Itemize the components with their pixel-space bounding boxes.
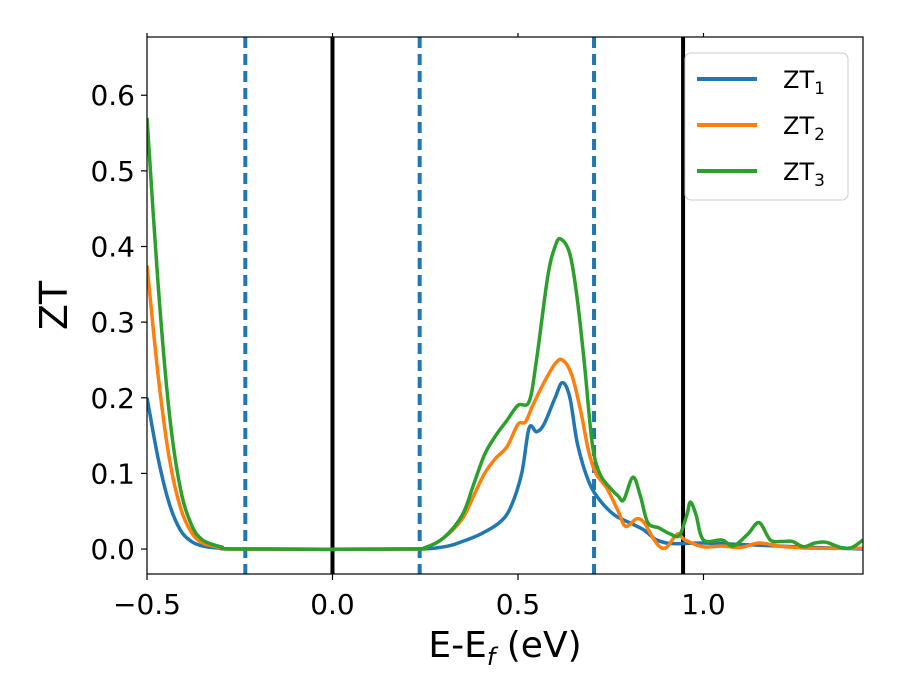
- y-tick-label: 0.1: [90, 457, 135, 490]
- x-tick-label: 0.5: [496, 588, 541, 621]
- axes-frame: [146, 36, 864, 575]
- legend-label-zt1-main: ZT: [783, 66, 814, 94]
- y-tick-label: 0.0: [90, 533, 135, 566]
- y-tick-label: 0.6: [90, 79, 135, 112]
- x-tick-label: 1.0: [681, 588, 726, 621]
- legend-label-zt3: ZT3: [783, 158, 825, 191]
- axis-ticks: −0.5 0.0 0.5 1.0 0.0 0.1 0.2 0.3 0.4 0.5 0.6: [90, 33, 726, 621]
- legend-label-zt2-sub: 2: [814, 125, 825, 145]
- y-axis-label: ZT: [32, 280, 76, 330]
- x-tick-label: 0.0: [310, 588, 355, 621]
- legend-entry-zt3: ZT3: [697, 158, 825, 191]
- legend-label-zt1-sub: 1: [814, 79, 825, 99]
- x-axis-label: E-Ef (eV): [428, 625, 581, 671]
- legend-label-zt1: ZT1: [783, 66, 825, 99]
- legend-label-zt2: ZT2: [783, 112, 825, 145]
- plot-content: [147, 37, 863, 574]
- legend: ZT1 ZT2 ZT3: [684, 52, 849, 201]
- x-axis-label-unit: (eV): [495, 625, 581, 666]
- legend-label-zt3-main: ZT: [783, 158, 814, 186]
- y-tick-label: 0.3: [90, 306, 135, 339]
- legend-label-zt3-sub: 3: [814, 171, 825, 191]
- plot-area: [147, 37, 863, 574]
- legend-box: [684, 52, 849, 201]
- y-tick-label: 0.4: [90, 231, 135, 264]
- y-tick-label: 0.2: [90, 382, 135, 415]
- y-tick-label: 0.5: [90, 155, 135, 188]
- series-line-zt3: [147, 117, 863, 552]
- x-axis-label-main: E-E: [428, 625, 486, 666]
- legend-entry-zt1: ZT1: [697, 66, 825, 99]
- legend-label-zt2-main: ZT: [783, 112, 814, 140]
- legend-entry-zt2: ZT2: [697, 112, 825, 145]
- x-tick-label: −0.5: [113, 588, 181, 621]
